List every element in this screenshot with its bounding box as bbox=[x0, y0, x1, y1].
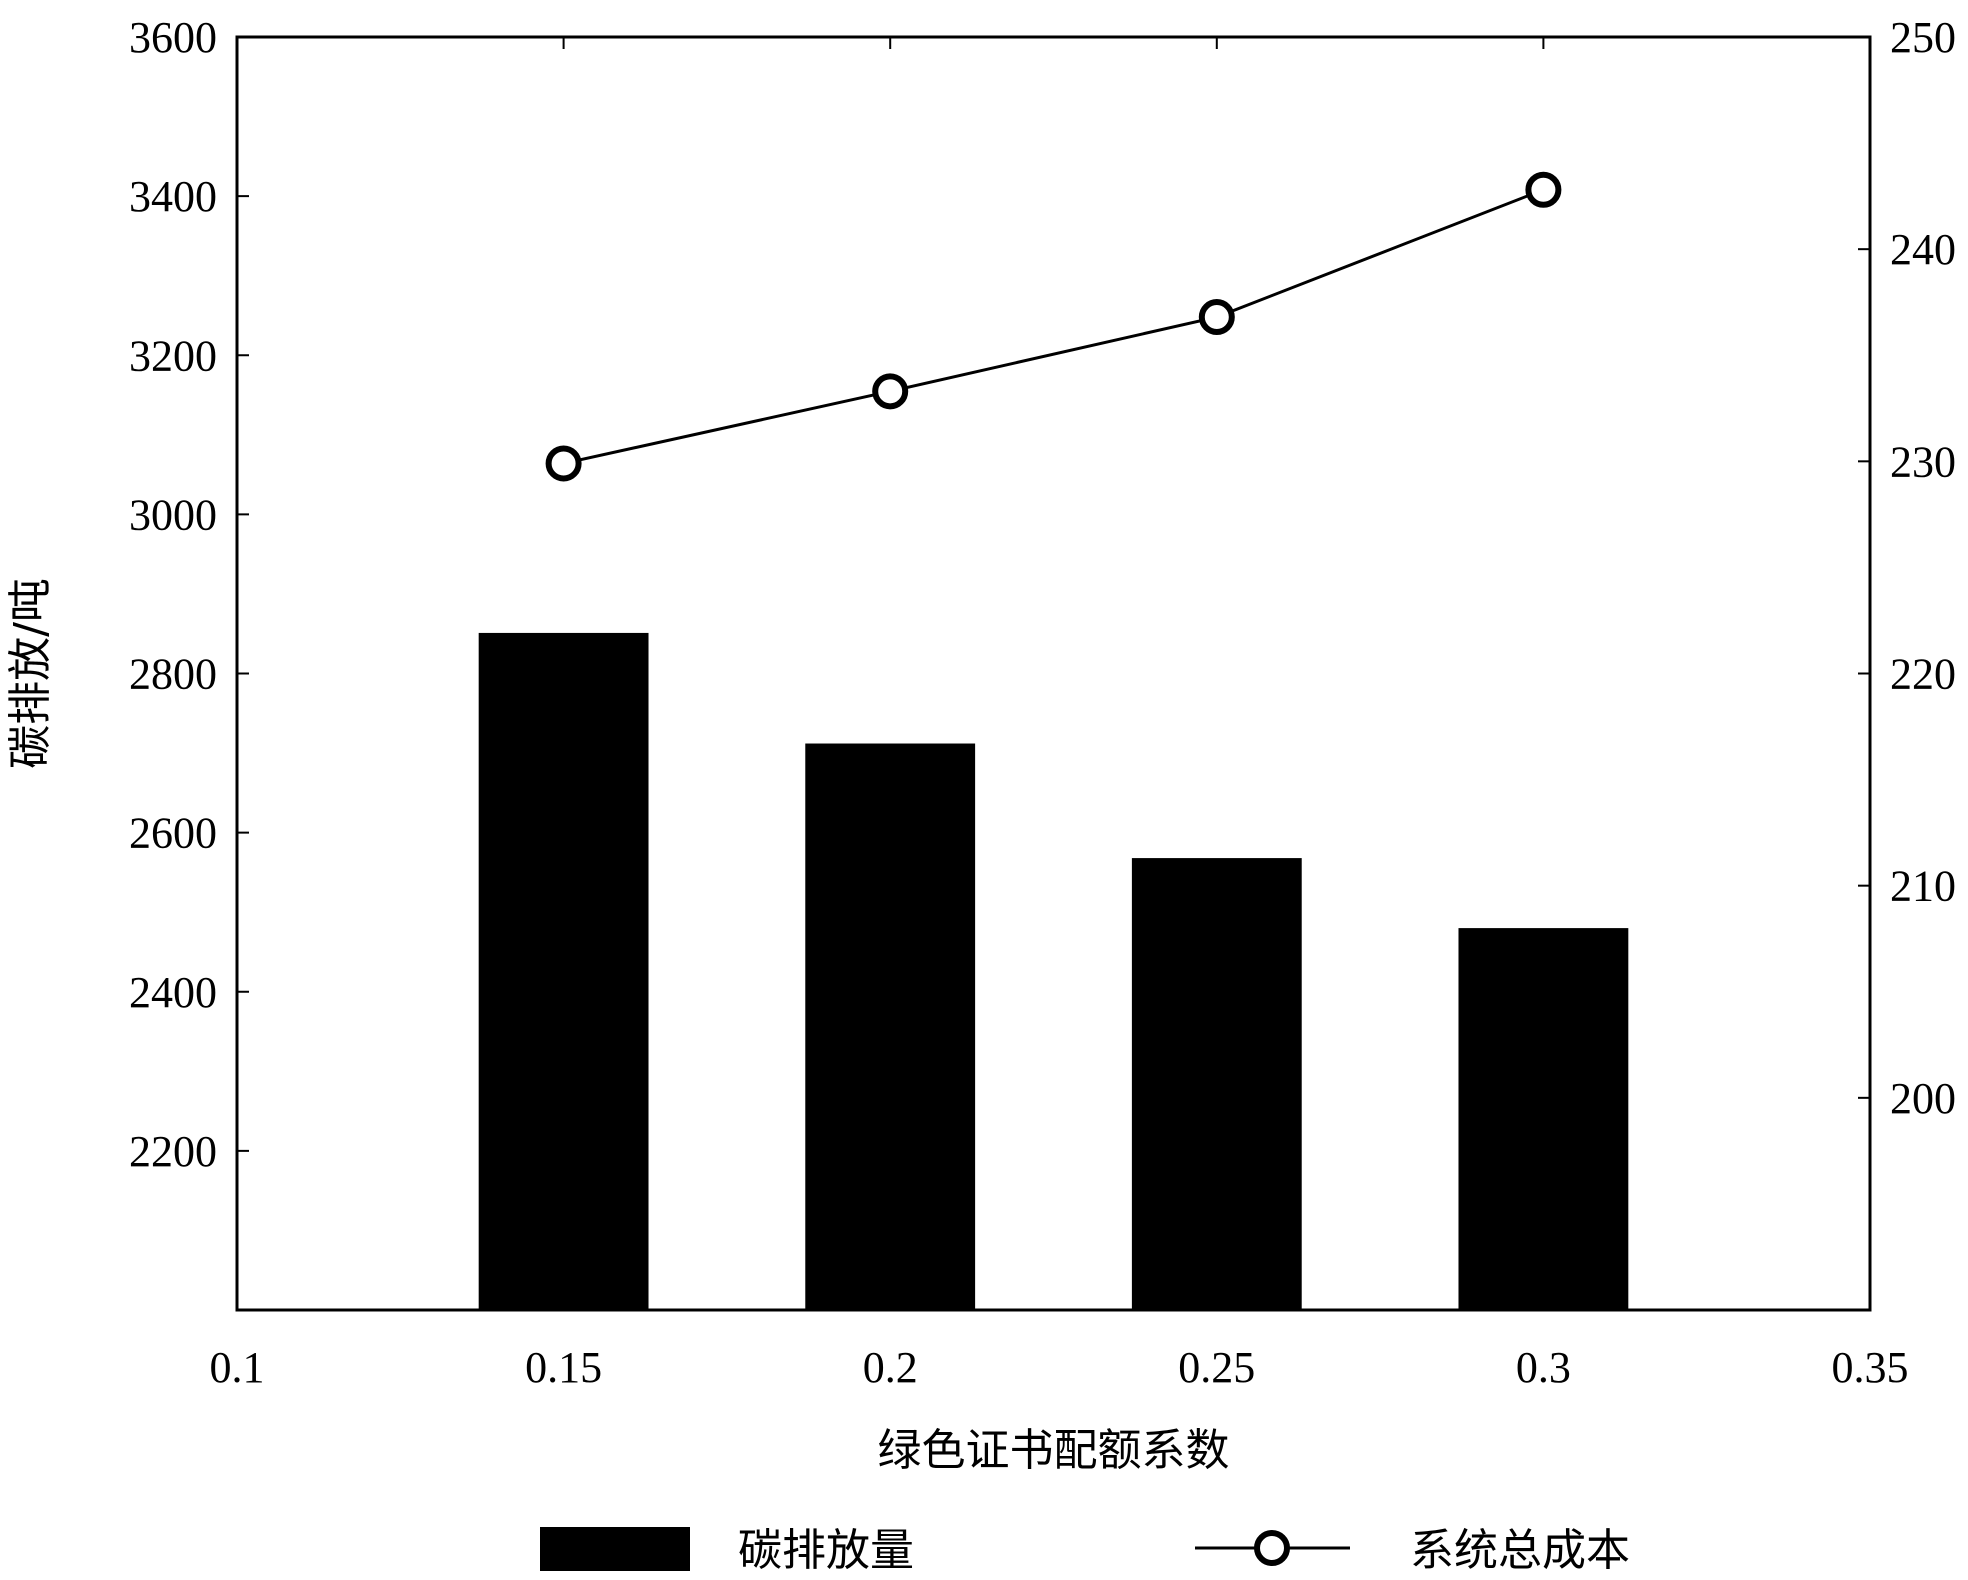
left-y-tick-label: 2600 bbox=[129, 809, 217, 858]
x-axis-title: 绿色证书配额系数 bbox=[878, 1425, 1230, 1476]
total-cost-point-0.2 bbox=[872, 373, 909, 410]
bar-0.25 bbox=[1131, 858, 1302, 1310]
left-y-tick-label: 3200 bbox=[129, 331, 217, 380]
right-y-tick-label: 210 bbox=[1890, 862, 1956, 911]
ticks-layer bbox=[236, 36, 1871, 1310]
line-layer bbox=[545, 171, 1562, 482]
total-cost-point-0.15 bbox=[545, 445, 582, 482]
left-y-axis-title: 碳排放/吨 bbox=[5, 578, 56, 769]
legend-label-total-cost: 系统总成本 bbox=[1410, 1525, 1630, 1576]
x-tick-label: 0.35 bbox=[1832, 1343, 1909, 1392]
x-tick-label: 0.15 bbox=[525, 1343, 602, 1392]
left-y-tick-label: 2400 bbox=[129, 968, 217, 1017]
left-y-tick-label: 3400 bbox=[129, 172, 217, 221]
bar-0.15 bbox=[478, 632, 649, 1310]
right-y-tick-label: 220 bbox=[1890, 650, 1956, 699]
total-cost-point-0.25 bbox=[1198, 299, 1235, 336]
total-cost-point-0.3 bbox=[1525, 171, 1562, 208]
left-y-tick-label: 2800 bbox=[129, 650, 217, 699]
bar-0.3 bbox=[1458, 928, 1629, 1310]
right-y-tick-label: 200 bbox=[1890, 1074, 1956, 1123]
right-y-tick-label: 230 bbox=[1890, 437, 1956, 486]
right-y-tick-label: 240 bbox=[1890, 225, 1956, 274]
x-axis-tick-labels: 0.1 0.15 0.2 0.25 0.3 0.35 bbox=[210, 1343, 1909, 1392]
x-tick-label: 0.3 bbox=[1516, 1343, 1571, 1392]
x-tick-label: 0.25 bbox=[1178, 1343, 1255, 1392]
bar-0.2 bbox=[805, 743, 976, 1310]
legend: 碳排放量 系统总成本 bbox=[540, 1525, 1630, 1576]
x-tick-label: 0.1 bbox=[210, 1343, 265, 1392]
legend-label-carbon-emission: 碳排放量 bbox=[738, 1525, 914, 1576]
right-y-tick-label: 250 bbox=[1890, 13, 1956, 62]
left-y-tick-label: 2200 bbox=[129, 1127, 217, 1176]
left-y-axis-tick-labels: 2200 2400 2600 2800 3000 3200 3400 3600 bbox=[129, 13, 217, 1176]
bars-layer bbox=[478, 632, 1629, 1310]
x-tick-label: 0.2 bbox=[863, 1343, 918, 1392]
left-y-tick-label: 3600 bbox=[129, 13, 217, 62]
left-y-tick-label: 3000 bbox=[129, 490, 217, 539]
right-y-axis-tick-labels: 200 210 220 230 240 250 bbox=[1890, 13, 1956, 1123]
total-cost-line bbox=[563, 188, 1544, 465]
legend-circle-marker-icon bbox=[1254, 1530, 1290, 1566]
legend-bar-swatch bbox=[540, 1527, 690, 1571]
